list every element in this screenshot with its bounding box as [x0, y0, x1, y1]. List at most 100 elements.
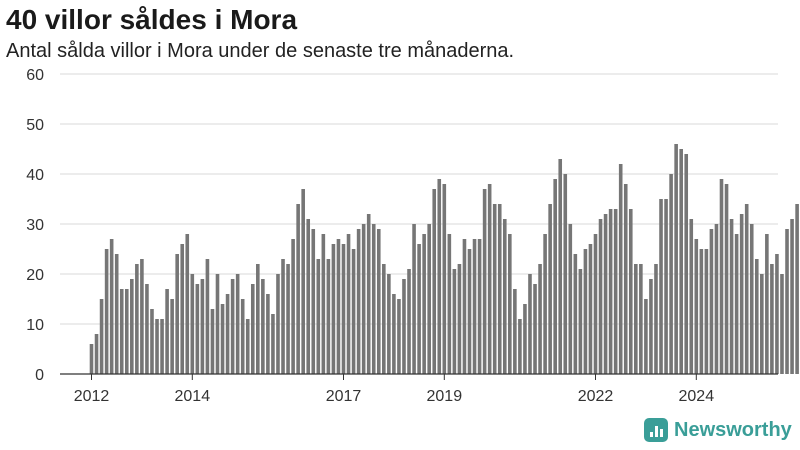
- bar: [376, 229, 381, 374]
- bar: [573, 254, 578, 374]
- bar: [699, 249, 704, 374]
- bar: [775, 254, 779, 374]
- bar: [261, 279, 265, 374]
- bar: [210, 309, 215, 374]
- bar: [497, 204, 502, 374]
- bar: [654, 264, 658, 374]
- bar: [291, 239, 295, 374]
- x-tick-label: 2024: [679, 388, 715, 405]
- bar: [240, 299, 245, 374]
- bar: [356, 229, 361, 374]
- bar: [145, 284, 149, 374]
- bar: [553, 179, 557, 374]
- bar: [714, 224, 719, 374]
- bar: [130, 279, 134, 374]
- bar: [266, 294, 270, 374]
- bar: [452, 269, 457, 374]
- bar: [593, 234, 598, 374]
- bar: [412, 224, 416, 374]
- bar: [89, 344, 94, 374]
- bar: [724, 184, 729, 374]
- bar: [729, 219, 734, 374]
- bar: [644, 299, 648, 374]
- bar: [437, 179, 442, 374]
- bar: [351, 249, 356, 374]
- bar: [523, 304, 527, 374]
- bar: [276, 274, 280, 374]
- bar: [422, 234, 426, 374]
- bar: [457, 264, 462, 374]
- bar: [533, 284, 537, 374]
- y-axis-tick-labels: 0 10 20 30 40 50 60: [26, 67, 44, 384]
- x-tick-label: 2012: [74, 388, 110, 405]
- bar: [215, 274, 220, 374]
- bar: [623, 184, 628, 374]
- bar: [341, 244, 346, 374]
- bar: [734, 234, 739, 374]
- bar: [739, 214, 744, 374]
- bar: [336, 239, 341, 374]
- bar: [124, 289, 129, 374]
- bar: [513, 289, 517, 374]
- bar: [578, 269, 583, 374]
- bar: [387, 274, 391, 374]
- bars: [89, 144, 799, 374]
- bar: [417, 244, 421, 374]
- chart-subtitle: Antal sålda villor i Mora under de senas…: [6, 40, 515, 62]
- bar: [765, 234, 769, 374]
- bar: [628, 209, 633, 374]
- y-tick-label: 0: [35, 367, 44, 384]
- bar: [659, 199, 663, 374]
- y-tick-label: 50: [26, 117, 44, 134]
- bar: [649, 279, 653, 374]
- bar: [492, 204, 497, 374]
- bar: [256, 264, 260, 374]
- bar: [407, 269, 411, 374]
- bar: [321, 234, 326, 374]
- bar: [225, 294, 230, 374]
- bar: [795, 204, 799, 374]
- bar: [392, 294, 396, 374]
- bar: [518, 319, 522, 374]
- bar: [719, 179, 724, 374]
- bar: [462, 239, 467, 374]
- bar: [603, 214, 608, 374]
- bar: [296, 204, 300, 374]
- bar: [749, 224, 754, 374]
- bar: [664, 199, 668, 374]
- bar: [508, 234, 512, 374]
- bar: [432, 189, 437, 374]
- bar: [598, 219, 603, 374]
- bar: [634, 264, 638, 374]
- bar: [230, 279, 235, 374]
- bar: [760, 274, 764, 374]
- bar: [780, 274, 784, 374]
- y-tick-label: 60: [26, 67, 44, 84]
- bar: [346, 234, 351, 374]
- bar: [361, 224, 366, 374]
- bar: [331, 244, 336, 374]
- bar: [180, 244, 185, 374]
- bar: [271, 314, 275, 374]
- x-axis: 2012 2014 2017 2019 2022 2024: [60, 373, 778, 405]
- bar: [250, 284, 255, 374]
- bar: [669, 174, 673, 374]
- bar: [704, 249, 709, 374]
- bar: [165, 289, 169, 374]
- bar: [467, 249, 472, 374]
- bar: [563, 174, 568, 374]
- bar: [477, 239, 482, 374]
- bar: [371, 224, 376, 374]
- bar: [306, 219, 311, 374]
- bar: [185, 234, 190, 374]
- bar: [427, 224, 431, 374]
- bar: [442, 184, 447, 374]
- brand-name: Newsworthy: [674, 418, 792, 441]
- bar: [447, 234, 452, 374]
- y-tick-label: 20: [26, 267, 44, 284]
- x-tick-label: 2019: [427, 388, 463, 405]
- bar: [558, 159, 563, 374]
- bar: [99, 299, 104, 374]
- brand-logo: Newsworthy: [644, 418, 792, 442]
- bar: [790, 219, 794, 374]
